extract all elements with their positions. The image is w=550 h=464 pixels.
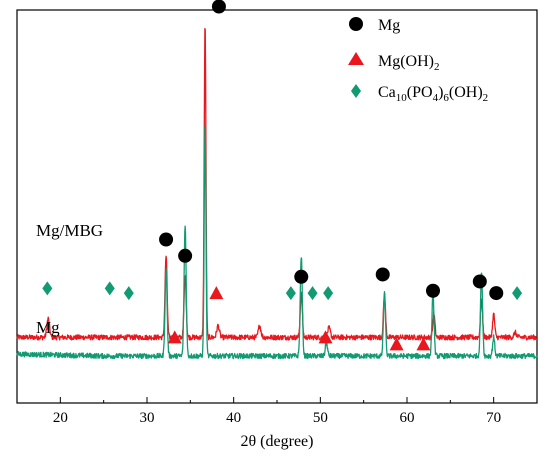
- marker-ha: [123, 286, 134, 301]
- x-axis-title: 2θ (degree): [241, 433, 314, 450]
- marker-mg: [489, 286, 504, 301]
- legend-mgoh2-marker: [348, 52, 364, 65]
- marker-mgoh2: [416, 337, 431, 351]
- series-line-mg-mbg: [16, 28, 538, 341]
- marker-mgoh2: [209, 286, 224, 300]
- x-tick-label-30: 30: [140, 410, 155, 426]
- marker-mg: [178, 248, 193, 263]
- marker-ha: [42, 281, 53, 296]
- diffraction-patterns: [16, 28, 538, 360]
- marker-ha: [512, 286, 523, 301]
- marker-mg: [472, 274, 487, 289]
- marker-ha: [285, 286, 296, 301]
- x-axis-ticks: 20 30 40 50 60 70: [16, 397, 538, 426]
- marker-ha: [323, 286, 334, 301]
- x-tick-label-50: 50: [313, 410, 328, 426]
- marker-mg: [375, 267, 390, 282]
- marker-mg: [211, 0, 226, 14]
- x-tick-label-60: 60: [400, 410, 415, 426]
- marker-mg: [159, 232, 174, 247]
- sample-label-mg: Mg: [36, 318, 60, 337]
- marker-ha: [104, 281, 115, 296]
- legend-mg-label: Mg: [378, 17, 400, 34]
- marker-mg: [426, 283, 440, 298]
- series-line-mg: [16, 124, 538, 360]
- marker-ha: [307, 286, 318, 301]
- marker-mgoh2: [167, 330, 182, 344]
- legend-ha-label: Ca10(PO4)6(OH)2: [378, 84, 488, 104]
- sample-label-mgmbg: Mg/MBG: [36, 221, 103, 240]
- legend-mg-marker: [349, 17, 363, 31]
- marker-mgoh2: [318, 330, 333, 344]
- marker-mg: [294, 269, 309, 284]
- legend: Mg Mg(OH)2 Ca10(PO4)6(OH)2: [348, 17, 488, 104]
- legend-mgoh2-label: Mg(OH)2: [378, 53, 440, 73]
- legend-ha-marker: [351, 84, 361, 98]
- plot-frame: [16, 9, 538, 404]
- marker-mgoh2: [389, 337, 404, 351]
- x-tick-label-70: 70: [486, 410, 501, 426]
- x-tick-label-20: 20: [53, 410, 68, 426]
- x-tick-label-40: 40: [226, 410, 241, 426]
- phase-markers: [42, 0, 523, 351]
